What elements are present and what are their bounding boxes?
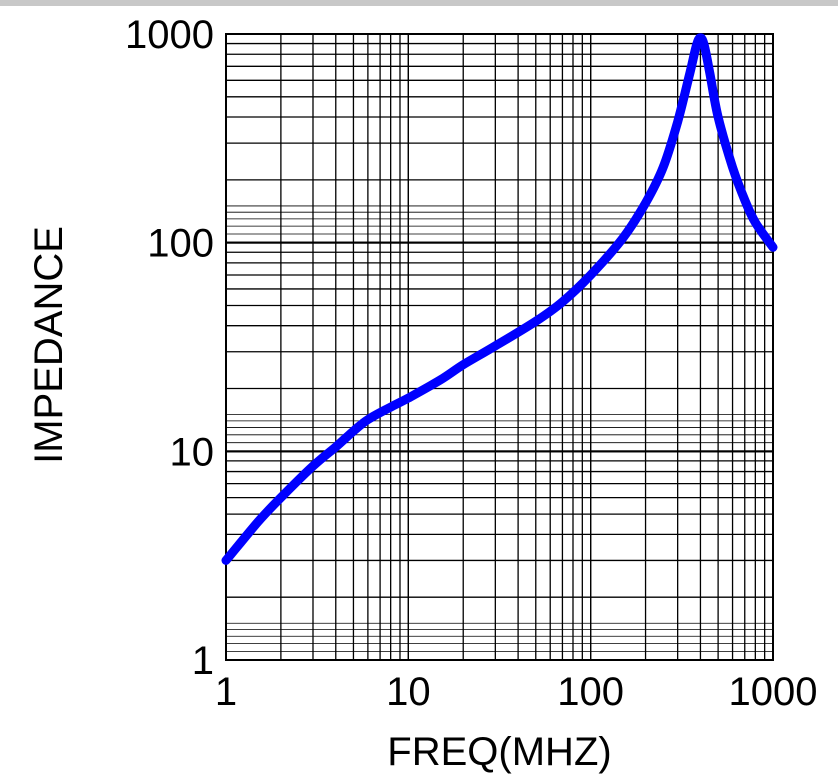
impedance-curve — [221, 33, 778, 565]
y-tick-labels: 1 10 100 1000 — [125, 13, 214, 683]
y-tick-label: 10 — [170, 430, 215, 474]
x-tick-label: 1000 — [729, 670, 818, 714]
y-axis-title: IMPEDANCE — [27, 226, 71, 464]
x-tick-label: 1 — [215, 670, 237, 714]
x-tick-label: 100 — [557, 670, 624, 714]
top-border — [0, 0, 838, 6]
x-tick-labels: 1 10 100 1000 — [215, 670, 818, 714]
x-axis-title: FREQ(MHZ) — [387, 730, 611, 774]
x-tick-label: 10 — [386, 670, 431, 714]
y-tick-label: 100 — [147, 222, 214, 266]
y-tick-label: 1000 — [125, 13, 214, 57]
plot-frame — [225, 33, 774, 661]
grid — [226, 34, 773, 660]
y-tick-label: 1 — [192, 639, 214, 683]
